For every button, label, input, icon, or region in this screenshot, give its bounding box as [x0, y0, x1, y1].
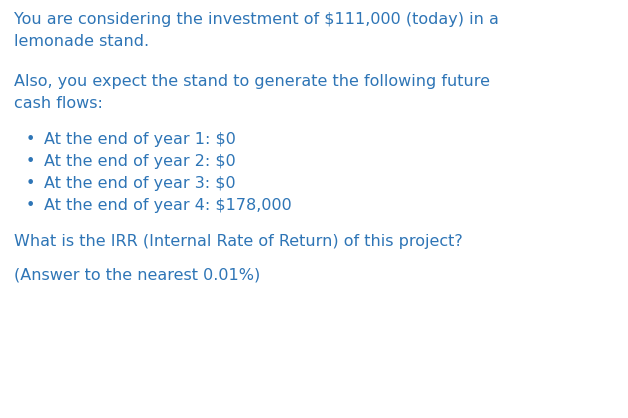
- Text: What is the IRR (Internal Rate of Return) of this project?: What is the IRR (Internal Rate of Return…: [14, 234, 463, 249]
- Text: (Answer to the nearest 0.01%): (Answer to the nearest 0.01%): [14, 268, 260, 283]
- Text: Also, you expect the stand to generate the following future: Also, you expect the stand to generate t…: [14, 74, 490, 89]
- Text: •: •: [25, 198, 35, 213]
- Text: cash flows:: cash flows:: [14, 96, 103, 111]
- Text: •: •: [25, 132, 35, 147]
- Text: At the end of year 3: $0: At the end of year 3: $0: [44, 176, 236, 191]
- Text: •: •: [25, 154, 35, 169]
- Text: At the end of year 4: $178,000: At the end of year 4: $178,000: [44, 198, 292, 213]
- Text: lemonade stand.: lemonade stand.: [14, 34, 149, 49]
- Text: You are considering the investment of $111,000 (today) in a: You are considering the investment of $1…: [14, 12, 499, 27]
- Text: •: •: [25, 176, 35, 191]
- Text: At the end of year 2: $0: At the end of year 2: $0: [44, 154, 236, 169]
- Text: At the end of year 1: $0: At the end of year 1: $0: [44, 132, 236, 147]
